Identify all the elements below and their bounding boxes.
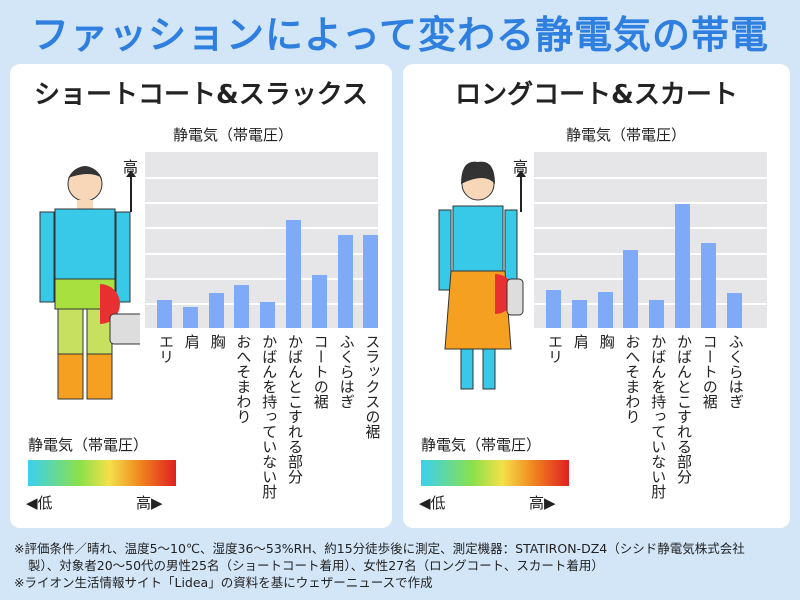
category-label: ふくらはぎ [726, 334, 745, 409]
gridline [145, 202, 378, 205]
category-label: 肩 [182, 334, 201, 349]
gridline [534, 177, 767, 180]
category-label: 胸 [208, 334, 227, 349]
gridline [534, 252, 767, 255]
woman-figure-icon [438, 161, 524, 390]
bar-5 [286, 219, 301, 328]
bar-1 [571, 300, 587, 328]
right-chart-plot [534, 152, 767, 328]
left-chart-title: 静電気（帯電圧） [173, 126, 294, 144]
right-heading: ロングコート&スカート [455, 80, 738, 110]
bar-7 [337, 234, 353, 328]
footnote: 製）、対象者20〜50代の男性25名（ショートコート着用）、女性27名（ロングコ… [28, 558, 604, 573]
category-label: かばんを持っていない肘 [260, 334, 279, 499]
bar-5 [675, 203, 690, 328]
legend-gradient [421, 460, 569, 486]
left-heading: ショートコート&スラックス [34, 80, 368, 110]
category-label: ふくらはぎ [337, 334, 356, 409]
footnotes: ※評価条件／晴れ、温度5〜10℃、湿度36〜53%RH、約15分徒歩後に測定、測… [14, 540, 745, 591]
category-label: かばんとこすれる部分 [286, 334, 304, 484]
gridline [145, 227, 378, 230]
left-panel: ショートコート&スラックス 静電気（帯電圧） 高 エリ肩胸おへそまわり かばんを持… [10, 64, 392, 528]
bar-4 [260, 301, 276, 328]
bar-3 [623, 250, 639, 328]
gridline [534, 227, 767, 230]
bar-2 [597, 291, 613, 328]
bar-0 [157, 300, 172, 328]
category-label: かばんとこすれる部分 [675, 334, 693, 484]
up-arrow-icon [126, 170, 136, 212]
legend-title: 静電気（帯電圧） [421, 436, 542, 454]
gridline [534, 202, 767, 205]
gridline [534, 277, 767, 280]
bar-1 [182, 306, 198, 328]
bar-6 [311, 275, 327, 328]
category-label: エリ [546, 334, 564, 364]
bar-3 [234, 285, 250, 328]
category-label: スラックスの裾 [363, 334, 382, 439]
legend-low: ◀低 [419, 494, 446, 512]
gridline [145, 177, 378, 180]
legend-title: 静電気（帯電圧） [28, 436, 149, 454]
category-label: コートの裾 [311, 334, 330, 409]
category-label: コートの裾 [700, 334, 719, 409]
bar-0 [546, 290, 561, 328]
category-label: 肩 [571, 334, 590, 349]
legend-gradient [28, 460, 176, 486]
bar-4 [649, 300, 665, 328]
footnote: ※ライオン生活情報サイト「Lidea」の資料を基にウェザーニュースで作成 [14, 575, 433, 590]
right-chart-title: 静電気（帯電圧） [566, 126, 687, 144]
bar-2 [208, 292, 224, 328]
page-title: ファッションによって変わる静電気の帯電 [31, 13, 769, 57]
legend-high: 高▶ [136, 494, 163, 512]
category-label: かばんを持っていない肘 [649, 334, 668, 499]
up-arrow-icon [516, 170, 526, 212]
man-figure-icon [39, 166, 140, 400]
bar-6 [700, 242, 716, 328]
right-panel: ロングコート&スカート 静電気（帯電圧） 高 エリ肩胸おへそまわり かばんを持って… [403, 64, 790, 528]
legend-low: ◀低 [26, 494, 53, 512]
bar-7 [726, 292, 742, 328]
footnote: ※評価条件／晴れ、温度5〜10℃、湿度36〜53%RH、約15分徒歩後に測定、測… [14, 541, 745, 556]
category-label: 胸 [597, 334, 616, 349]
category-label: おへそまわり [234, 334, 253, 424]
category-label: エリ [157, 334, 175, 364]
gridline [145, 277, 378, 280]
legend-high: 高▶ [529, 494, 556, 512]
category-label: おへそまわり [623, 334, 642, 424]
left-chart-plot [145, 152, 379, 328]
gridline [145, 252, 378, 255]
bar-8 [363, 234, 379, 328]
